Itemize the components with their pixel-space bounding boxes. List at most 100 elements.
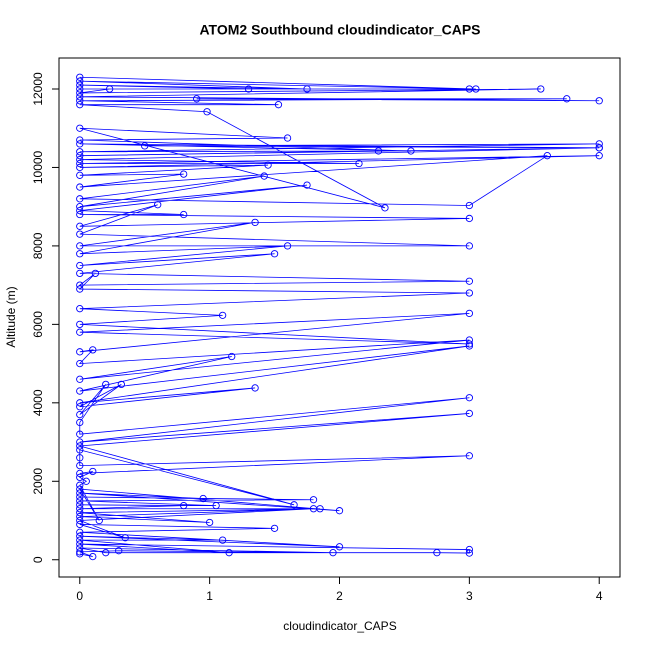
data-point — [251, 218, 259, 227]
data-point — [76, 430, 84, 438]
data-point — [225, 549, 233, 557]
data-point — [595, 144, 603, 152]
y-axis-label: Altitude (m) — [4, 286, 18, 347]
data-point — [465, 452, 474, 460]
data-point — [76, 77, 84, 85]
data-point — [465, 340, 474, 348]
data-point — [76, 481, 84, 489]
data-point — [180, 170, 188, 178]
data-point — [76, 305, 84, 313]
data-point — [260, 172, 268, 180]
y-tick-label: 10000 — [31, 150, 45, 184]
data-point — [76, 203, 84, 211]
data-point — [102, 549, 110, 557]
data-point — [381, 204, 389, 212]
data-point — [465, 342, 474, 350]
data-point — [283, 134, 292, 142]
chart-title: ATOM2 Southbound cloudindicator_CAPS — [199, 22, 480, 38]
data-point — [76, 261, 84, 270]
data-point — [76, 454, 84, 462]
y-tick-label: 2000 — [31, 468, 45, 495]
x-tick-label: 4 — [596, 589, 603, 603]
data-point — [218, 311, 227, 319]
y-tick-label: 8000 — [31, 232, 45, 259]
data-point — [76, 136, 84, 144]
data-point — [76, 473, 84, 482]
data-point — [76, 242, 84, 250]
data-point — [91, 269, 100, 278]
data-point — [270, 250, 279, 258]
data-point — [193, 95, 201, 103]
data-point — [465, 289, 474, 297]
data-point — [203, 108, 211, 116]
data-point — [465, 336, 474, 344]
data-point — [76, 540, 84, 548]
data-point — [76, 399, 84, 407]
data-point — [465, 242, 474, 250]
data-point — [76, 359, 84, 368]
y-tick-label: 0 — [31, 556, 45, 563]
data-point — [199, 494, 207, 503]
data-point — [76, 159, 84, 168]
data-point — [264, 161, 272, 169]
data-point — [115, 547, 123, 555]
data-point — [76, 85, 84, 93]
data-point — [76, 410, 84, 419]
x-tick-label: 1 — [206, 589, 213, 603]
data-point — [335, 543, 344, 551]
data-point — [465, 201, 474, 210]
y-tick-label: 12000 — [31, 72, 45, 106]
data-point — [228, 352, 236, 361]
data-point — [212, 501, 220, 510]
data-point — [76, 285, 84, 293]
data-point — [117, 380, 125, 389]
data-point — [76, 536, 84, 544]
data-point — [76, 222, 84, 230]
data-point — [303, 85, 311, 93]
data-point — [76, 140, 84, 148]
data-point — [595, 140, 603, 148]
data-point — [76, 206, 84, 215]
data-point — [76, 505, 84, 513]
data-point — [465, 409, 474, 418]
y-tick-label: 6000 — [31, 311, 45, 338]
data-point — [76, 328, 84, 336]
data-point — [76, 89, 84, 97]
data-point — [76, 320, 84, 329]
data-point — [89, 346, 97, 354]
data-point — [76, 269, 84, 278]
data-point — [76, 148, 84, 156]
data-point — [76, 550, 84, 558]
data-point — [76, 485, 84, 493]
data-point — [329, 549, 337, 557]
data-point — [465, 545, 474, 554]
data-point — [89, 552, 97, 561]
data-point — [205, 518, 214, 527]
data-point — [76, 520, 84, 529]
data-point — [76, 497, 84, 505]
data-point — [355, 159, 363, 168]
data-point — [105, 85, 114, 93]
data-point — [141, 142, 149, 150]
data-point — [76, 387, 84, 395]
data-point — [76, 489, 84, 497]
data-point — [335, 507, 344, 515]
data-point — [76, 512, 84, 521]
data-point — [76, 250, 84, 258]
x-tick-label: 3 — [466, 589, 473, 603]
data-point — [303, 181, 311, 189]
data-point — [472, 85, 480, 93]
data-point — [537, 85, 545, 93]
data-point — [76, 73, 84, 81]
data-point — [374, 147, 383, 155]
data-point — [218, 536, 227, 544]
data-point — [270, 524, 279, 533]
data-point — [290, 501, 298, 509]
data-point — [76, 195, 84, 203]
data-point — [274, 101, 283, 109]
data-point — [76, 97, 84, 105]
data-point — [563, 95, 571, 103]
data-point — [465, 309, 474, 318]
data-point — [76, 544, 84, 552]
